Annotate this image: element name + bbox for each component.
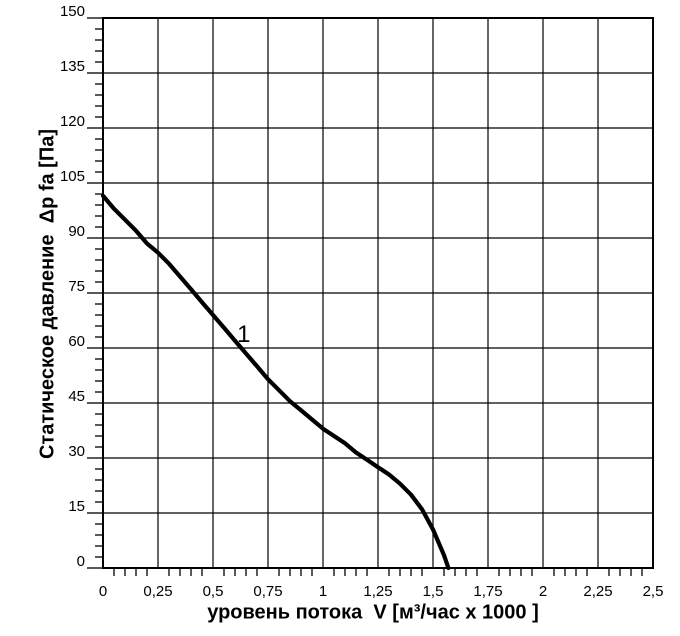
y-tick-label: 30 [68,443,85,460]
x-tick-label: 0,25 [143,583,172,600]
x-tick-label: 0,5 [203,583,224,600]
y-tick-label: 15 [68,498,85,515]
y-tick-label: 0 [77,553,85,570]
y-axis-title: Статическое давление Δp fa [Па] [36,128,59,460]
y-tick-label: 60 [68,333,85,350]
x-tick-label: 1 [319,583,327,600]
curve-series-1 [100,193,451,571]
x-tick-label: 2,25 [583,583,612,600]
y-tick-label: 120 [60,113,85,130]
x-axis-title: уровень потока V [м³/час x 1000 ] [207,601,539,624]
y-tick-label: 90 [68,223,85,240]
x-tick-label: 2 [539,583,547,600]
x-tick-label: 0 [99,583,107,600]
y-tick-label: 105 [60,168,85,185]
y-tick-label: 75 [68,278,85,295]
curve-label: 1 [237,321,251,349]
x-tick-label: 2,5 [643,583,664,600]
x-tick-label: 1,75 [473,583,502,600]
x-tick-label: 0,75 [253,583,282,600]
y-tick-label: 135 [60,58,85,75]
x-tick-label: 1,5 [423,583,444,600]
y-tick-label: 150 [60,3,85,20]
y-tick-label: 45 [68,388,85,405]
x-tick-label: 1,25 [363,583,392,600]
